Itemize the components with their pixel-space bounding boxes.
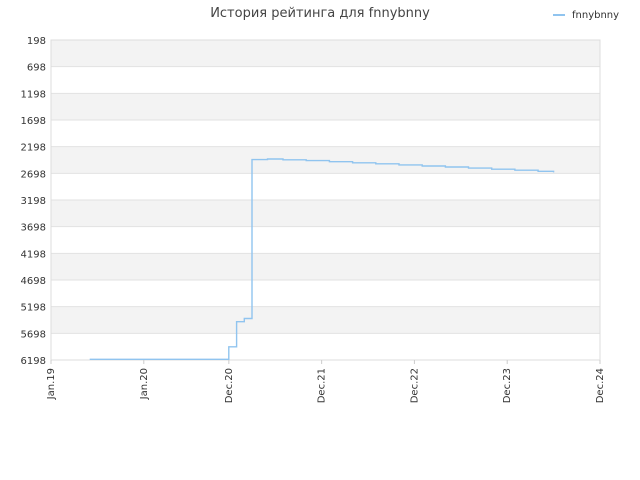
chart-title: История рейтинга для fnnybnny	[210, 6, 430, 21]
plot-border	[50, 39, 601, 361]
x-tick-label: Jan.19	[46, 368, 57, 400]
y-tick-label: 198	[27, 36, 46, 47]
grid-band	[51, 306, 600, 334]
grid-band	[51, 253, 600, 280]
y-tick-label: 698	[27, 63, 46, 74]
grid-lines	[50, 39, 601, 361]
y-tick-label: 4698	[21, 276, 46, 287]
y-tick-label: 3198	[21, 196, 46, 207]
x-axis: Jan.19 Jan.20 Dec.20 Dec.21 Dec.22 Dec.23 Dec.…	[46, 360, 606, 403]
y-tick-label: 6198	[21, 356, 46, 367]
grid-band	[51, 280, 600, 307]
grid-bands	[51, 40, 600, 360]
grid-band	[51, 333, 600, 360]
series-line-fnnybnny	[89, 158, 555, 360]
x-tick-label: Dec.21	[317, 368, 328, 403]
y-tick-label: 2198	[21, 143, 46, 154]
y-tick-label: 5698	[21, 329, 46, 340]
grid-band	[51, 200, 600, 227]
grid-band	[51, 66, 600, 94]
grid-band	[51, 93, 600, 120]
y-tick-label: 4198	[21, 249, 46, 260]
grid-band	[51, 40, 600, 67]
y-tick-label: 5198	[21, 303, 46, 314]
grid-band	[51, 226, 600, 254]
x-tick-label: Dec.22	[409, 368, 420, 403]
x-tick-label: Dec.23	[502, 368, 513, 403]
y-tick-label: 1198	[21, 89, 46, 100]
series-layer	[89, 158, 555, 360]
y-axis: 198 698 1198 1698 2198 2698 3198 3698 4198 4698 51…	[21, 36, 46, 367]
x-tick-label: Dec.20	[224, 368, 235, 403]
y-tick-label: 2698	[21, 169, 46, 180]
y-tick-label: 1698	[21, 116, 46, 127]
legend-label: fnnybnny	[572, 10, 619, 21]
grid-band	[51, 120, 600, 147]
legend: fnnybnny	[553, 10, 619, 21]
y-tick-label: 3698	[21, 223, 46, 234]
grid-band	[51, 173, 600, 200]
x-tick-label: Dec.24	[595, 368, 606, 403]
x-tick-label: Jan.20	[139, 368, 150, 400]
